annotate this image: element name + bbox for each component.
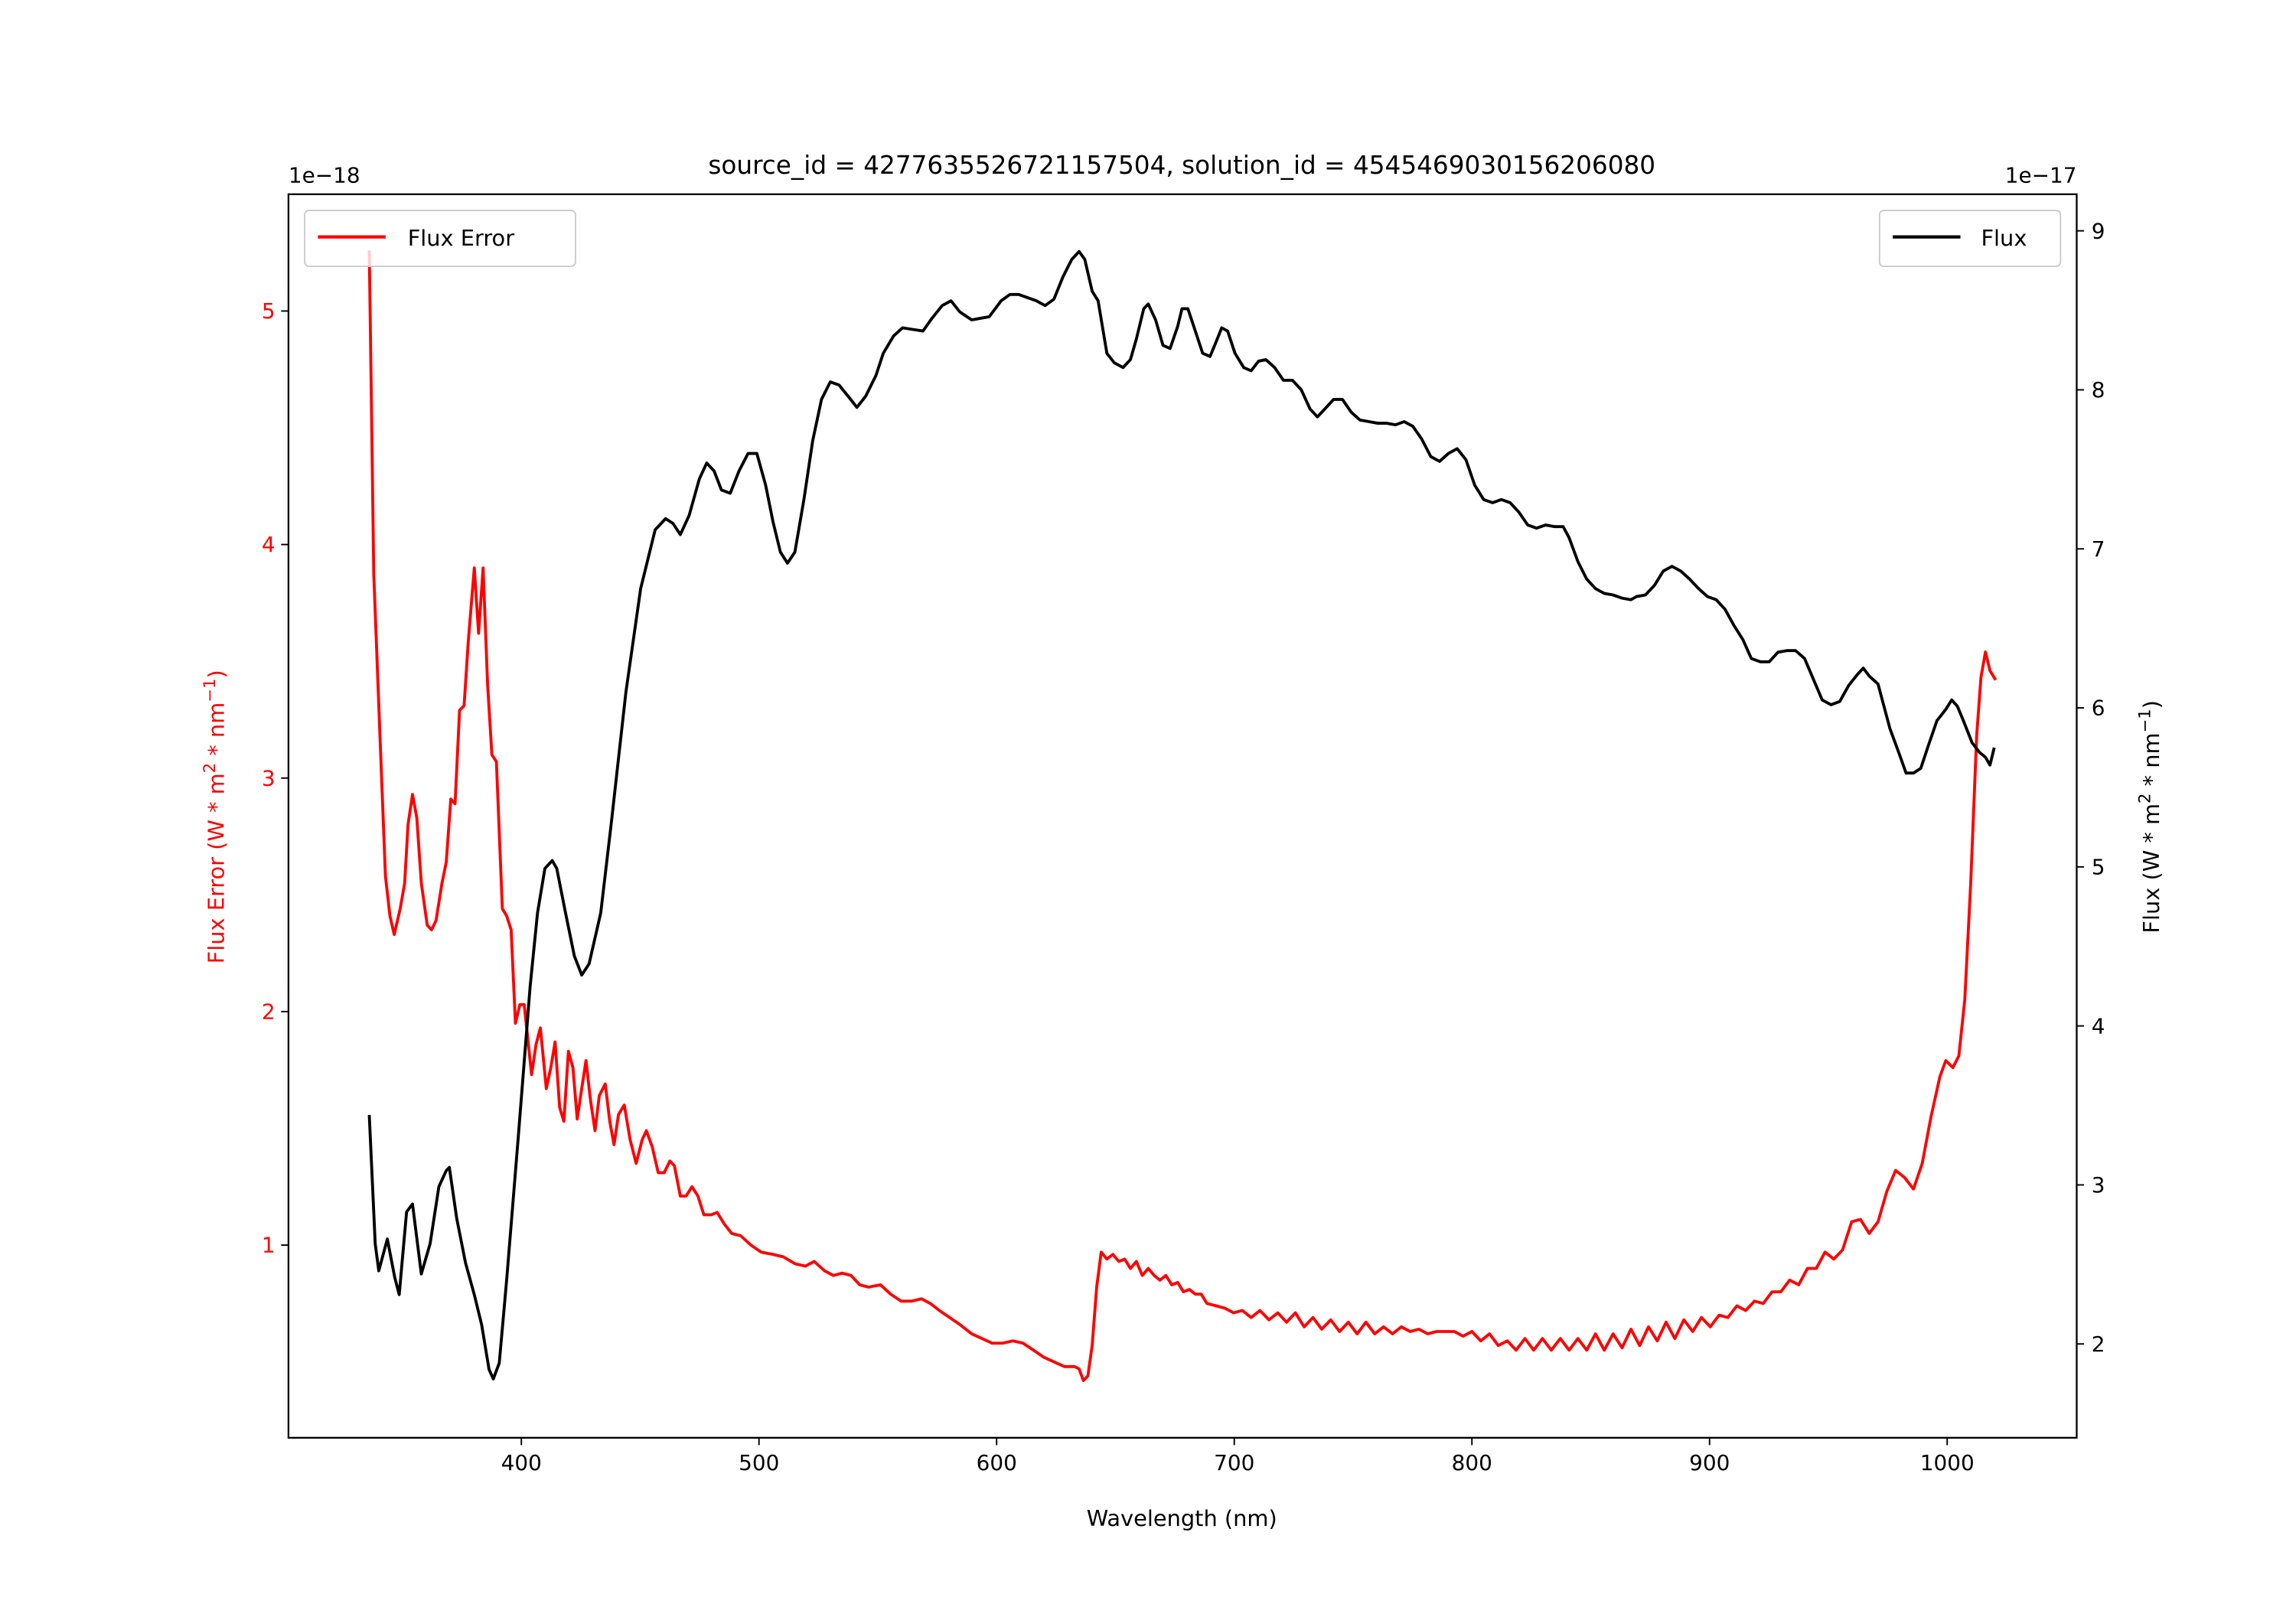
right-y-tick-label: 6 [2092, 696, 2105, 721]
legend-box [304, 210, 576, 268]
x-tick-label: 600 [977, 1450, 1017, 1475]
right-label-part: ) [2138, 700, 2164, 709]
right-y-tick-label: 9 [2092, 218, 2105, 243]
legend-box [1878, 210, 2062, 268]
left-y-axis-label: Flux Error (W * m2 * nm−1) [200, 670, 230, 963]
x-tick-label: 400 [501, 1450, 542, 1475]
right-label-sup: 2 [2135, 794, 2154, 804]
left-y-tick-label: 1 [262, 1233, 276, 1258]
x-tick-label: 500 [739, 1450, 779, 1475]
left-y-tick-label: 3 [262, 765, 276, 790]
legend-flux-error: Flux Error [304, 210, 576, 268]
left-label-sup: 2 [200, 763, 219, 773]
x-tick-label: 800 [1452, 1450, 1492, 1475]
left-label-part: Flux Error (W * m [203, 773, 229, 963]
series-line-flux [367, 249, 1996, 1380]
left-label-sup: −1 [200, 679, 219, 702]
left-label-part: ) [203, 670, 229, 678]
right-y-tick-label: 8 [2092, 377, 2105, 403]
right-y-tick-label: 2 [2092, 1332, 2105, 1357]
left-y-tick-label: 4 [262, 532, 276, 557]
legend-label-flux: Flux [1981, 225, 2027, 251]
right-offset-text: 1e−17 [2005, 162, 2077, 187]
legend-label-flux-error: Flux Error [408, 225, 515, 251]
series-line-flux-error [367, 250, 1998, 1382]
ticks-layer: 400 500 600 700 800 900 1000 1 2 3 4 5 2 3 4 5 6 7 8 9 [262, 218, 2105, 1475]
right-y-tick-label: 7 [2092, 536, 2105, 562]
series-layer [367, 249, 1998, 1382]
x-tick-label: 700 [1214, 1450, 1254, 1475]
right-y-tick-label: 4 [2092, 1013, 2105, 1038]
plot-frame [287, 193, 2078, 1439]
right-label-part: Flux (W * m [2138, 804, 2164, 934]
right-label-part: * nm [2138, 732, 2164, 793]
left-offset-text: 1e−18 [289, 162, 360, 187]
left-y-tick-label: 2 [262, 999, 276, 1025]
right-y-tick-label: 5 [2092, 854, 2105, 879]
left-label-part: * nm [203, 702, 229, 763]
x-tick-label: 900 [1689, 1450, 1730, 1475]
right-y-axis-label: Flux (W * m2 * nm−1) [2135, 700, 2165, 934]
chart-title: source_id = 4277635526721157504, solutio… [708, 151, 1655, 180]
right-label-sup: −1 [2135, 709, 2154, 732]
left-y-tick-label: 5 [262, 298, 276, 324]
legend-flux: Flux [1878, 210, 2062, 268]
x-axis-label: Wavelength (nm) [1087, 1505, 1277, 1531]
x-tick-label: 1000 [1920, 1450, 1975, 1475]
right-y-tick-label: 3 [2092, 1172, 2105, 1198]
